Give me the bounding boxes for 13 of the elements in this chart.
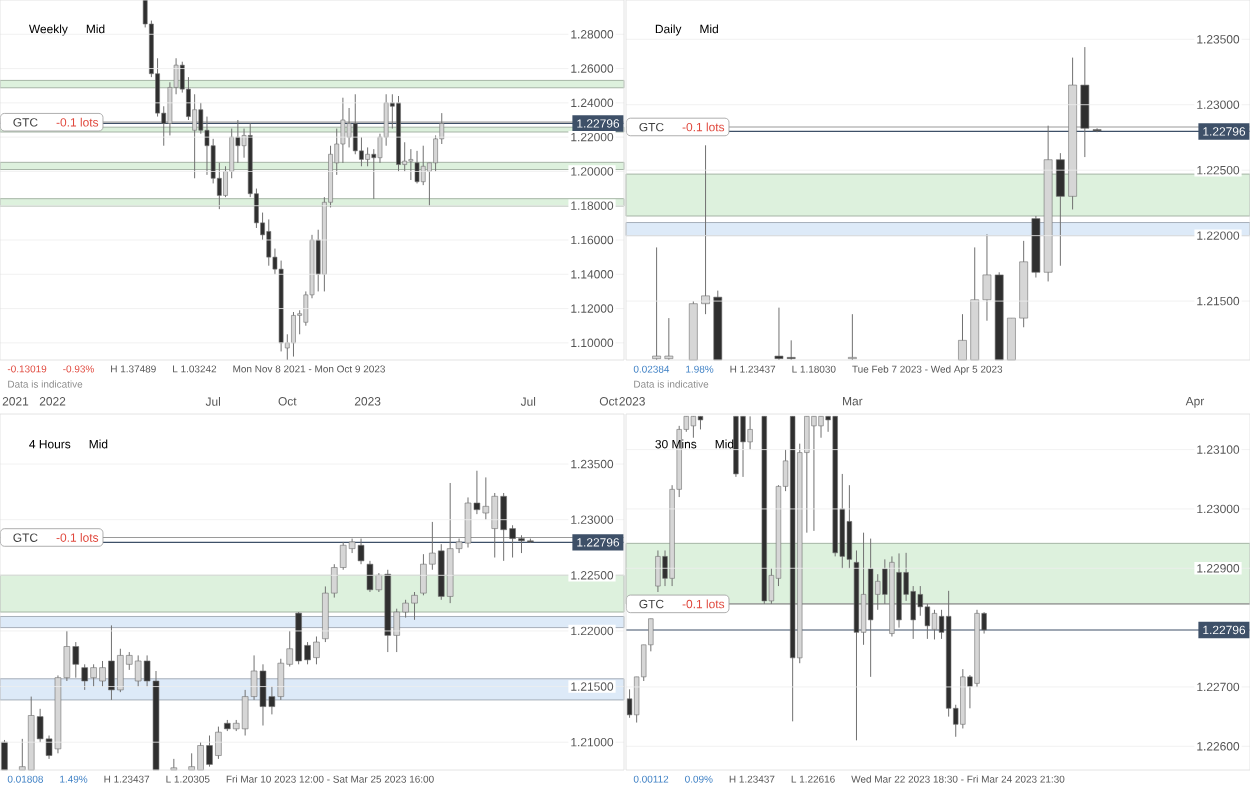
candlestick (414, 150, 420, 184)
candlestick (346, 107, 352, 148)
candlestick (366, 560, 374, 593)
candlestick (1, 739, 8, 771)
candlestick (408, 148, 414, 181)
candlestick (740, 415, 746, 478)
candlestick (896, 552, 902, 629)
candlestick (357, 538, 365, 565)
candlestick (931, 609, 938, 640)
candlestick (266, 218, 272, 267)
candlestick (655, 549, 661, 593)
candlestick (235, 119, 241, 164)
candlestick (960, 668, 966, 729)
